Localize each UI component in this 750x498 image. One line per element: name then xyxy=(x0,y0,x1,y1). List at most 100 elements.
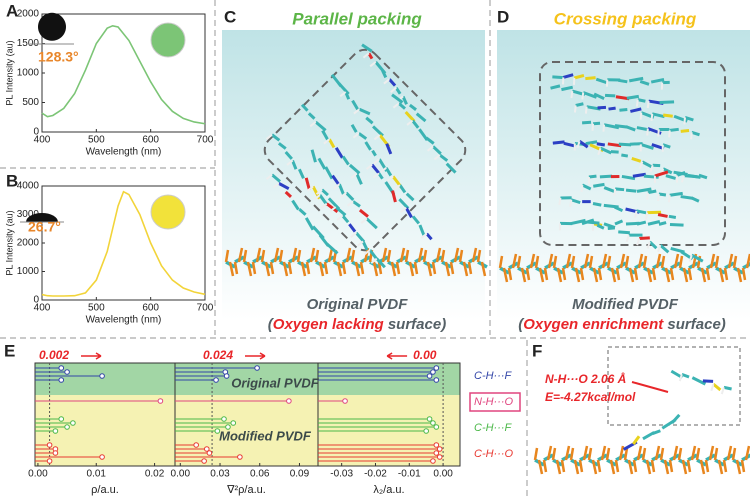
text: Oxygen lacking xyxy=(273,316,384,333)
y-tick-label: 2000 xyxy=(17,238,40,249)
legend-label: C-H···F xyxy=(474,370,513,382)
x-tick-label: 500 xyxy=(88,303,105,314)
lollipop-head xyxy=(53,451,58,456)
surface-name: Modified PVDF xyxy=(572,296,679,313)
bond xyxy=(658,194,659,201)
bond xyxy=(589,176,597,177)
bond xyxy=(659,194,666,195)
bond xyxy=(627,96,639,98)
lollipop-head xyxy=(434,443,439,448)
x-tick-label: 0.00 xyxy=(28,469,48,480)
lollipop-head xyxy=(65,370,70,375)
surface-desc: (Oxygen lacking surface) xyxy=(268,316,446,333)
x-tick-label: 0.00 xyxy=(433,469,453,480)
threshold-label: 0.00 xyxy=(413,348,437,362)
bond xyxy=(647,193,648,200)
panel-label: C xyxy=(224,7,236,26)
bond xyxy=(619,109,627,110)
bond xyxy=(670,224,684,225)
bond xyxy=(576,104,584,106)
panel-label: F xyxy=(532,341,542,360)
bond xyxy=(552,77,563,78)
bond xyxy=(733,448,735,460)
lollipop-head xyxy=(222,417,227,422)
bond xyxy=(669,130,670,137)
bond xyxy=(724,387,732,389)
x-tick-label: 0.06 xyxy=(250,469,270,480)
x-axis-label: ∇²ρ/a.u. xyxy=(226,484,266,496)
lollipop-head xyxy=(47,443,52,448)
bond xyxy=(586,107,587,114)
text: Oxygen enrichment xyxy=(523,316,664,333)
bond xyxy=(670,129,679,130)
bond xyxy=(648,191,656,193)
bond xyxy=(607,448,609,460)
bond xyxy=(616,460,618,472)
threshold-label: 0.024 xyxy=(203,348,233,362)
text: surface) xyxy=(663,316,726,333)
y-tick-label: 2000 xyxy=(17,9,40,20)
bond xyxy=(571,448,573,460)
bond xyxy=(593,184,604,186)
energy-label: E=-4.27kcal/mol xyxy=(545,390,636,404)
y-tick-label: 0 xyxy=(33,127,39,138)
bond xyxy=(647,129,648,136)
bond xyxy=(621,155,627,156)
contact-angle: 26.7° xyxy=(28,219,61,235)
bond xyxy=(648,101,649,108)
bond xyxy=(660,102,674,103)
lollipop-head xyxy=(434,378,439,383)
y-axis-label: PL Intensity (au) xyxy=(4,210,14,275)
x-tick-label: -0.03 xyxy=(330,469,353,480)
bond xyxy=(600,176,612,177)
threshold-arrow xyxy=(245,353,265,359)
droplet xyxy=(38,13,66,41)
bond xyxy=(669,216,676,217)
bond xyxy=(638,100,646,102)
lollipop-head xyxy=(427,374,432,379)
bond xyxy=(619,144,631,145)
bond xyxy=(586,142,597,144)
x-tick-label: -0.02 xyxy=(364,469,387,480)
panel-title: Crossing packing xyxy=(554,9,697,28)
y-tick-label: 1000 xyxy=(17,68,40,79)
text: surface) xyxy=(384,316,447,333)
y-axis-label: PL Intensity (au) xyxy=(4,40,14,105)
bond xyxy=(634,460,636,472)
bond xyxy=(639,238,650,239)
bond xyxy=(681,131,689,132)
bond xyxy=(575,105,576,112)
bond xyxy=(593,204,601,206)
x-tick-label: 0.00 xyxy=(171,469,191,480)
bond xyxy=(643,432,654,438)
x-axis-label: Wavelength (nm) xyxy=(86,147,162,158)
bond xyxy=(706,460,708,472)
x-axis-label: ρ/a.u. xyxy=(91,484,119,496)
bond xyxy=(633,174,646,176)
bond xyxy=(544,460,546,472)
bond xyxy=(635,211,636,218)
legend-label: N-H···O xyxy=(474,396,514,408)
bond xyxy=(611,152,619,153)
bond xyxy=(697,448,699,460)
lollipop-head xyxy=(202,459,207,464)
lollipop-head xyxy=(59,366,64,371)
lollipop-head xyxy=(53,429,58,434)
bond xyxy=(603,125,604,132)
group-label: Modified PVDF xyxy=(219,428,312,443)
bond xyxy=(653,431,661,434)
contact-angle: 128.3° xyxy=(38,49,79,65)
legend-label: C-H···F xyxy=(474,422,513,434)
zoom-box xyxy=(608,347,740,425)
bond xyxy=(585,78,595,79)
lollipop-head xyxy=(224,374,229,379)
bond xyxy=(614,189,615,196)
threshold-label: 0.002 xyxy=(39,348,69,362)
y-tick-label: 500 xyxy=(22,97,39,108)
bond xyxy=(652,460,654,472)
bond-label: N-H···O 2.06 Å xyxy=(545,372,626,386)
lollipop-head xyxy=(47,459,52,464)
bond xyxy=(663,115,673,116)
film-photo xyxy=(151,195,185,229)
lollipop-head xyxy=(158,399,163,404)
